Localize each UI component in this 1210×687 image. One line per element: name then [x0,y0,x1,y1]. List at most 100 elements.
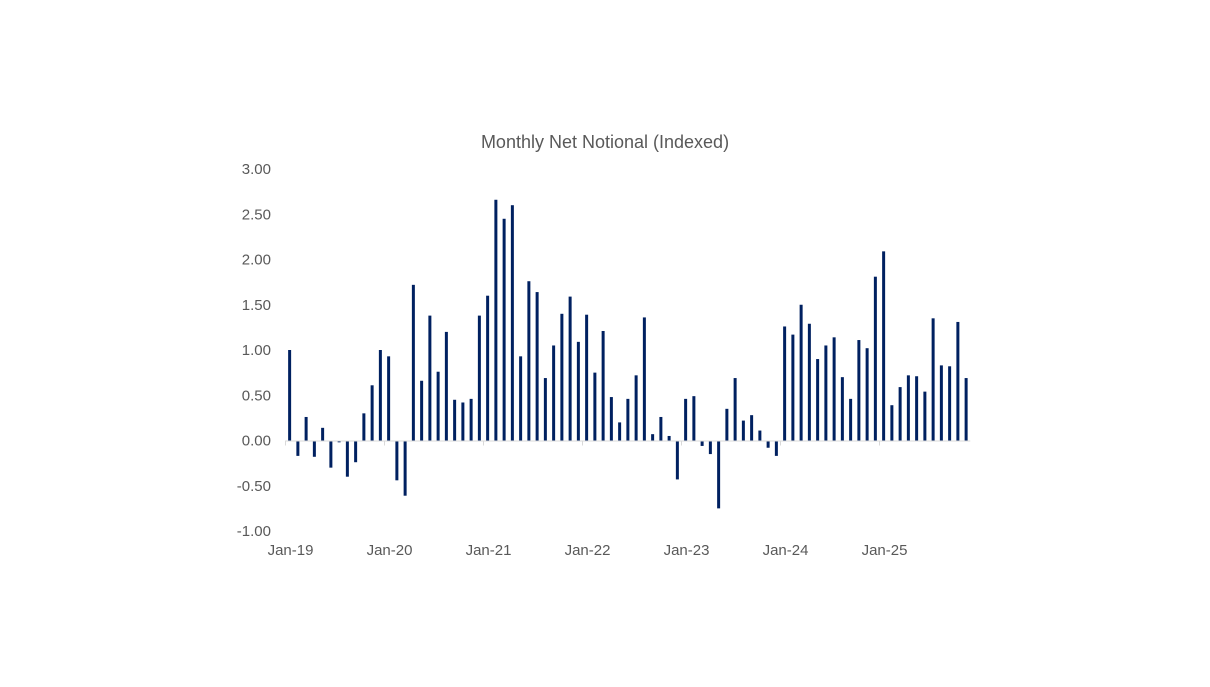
bar-Jun-24 [824,345,828,441]
bar-Oct-24 [857,340,861,441]
bar-May-19 [321,427,325,441]
bar-Mar-23 [700,440,704,446]
bar-Feb-25 [890,405,894,441]
bar-Jul-23 [733,378,737,441]
bar-Apr-20 [411,284,415,441]
bar-Mar-19 [304,416,308,441]
bar-Feb-20 [395,440,399,481]
x-tick-label: Jan-21 [466,542,512,559]
bar-Nov-23 [766,440,770,448]
bar-Jul-24 [832,337,836,441]
bar-May-20 [420,380,424,441]
bar-Feb-23 [692,396,696,441]
bar-Sep-22 [651,434,655,441]
bar-Sep-25 [948,366,952,441]
x-tick-label: Jan-22 [565,542,611,559]
bar-Sep-20 [453,399,457,441]
bar-Oct-23 [758,430,762,441]
bar-Feb-24 [791,334,795,441]
y-tick-label: 0.50 [242,387,271,404]
bar-Oct-25 [956,321,960,441]
bar-Apr-24 [807,323,811,441]
bar-Jun-22 [626,398,630,441]
bar-Aug-24 [840,377,844,441]
bar-May-22 [618,422,622,441]
bar-Mar-25 [898,387,902,441]
bars [288,199,968,509]
y-tick-label: -1.00 [237,523,271,540]
bar-Jun-23 [725,408,729,441]
bar-Sep-23 [750,415,754,441]
bar-Aug-25 [939,365,943,441]
y-tick-label: 1.50 [242,297,271,314]
bar-Jan-24 [783,326,787,441]
bar-Jun-20 [428,315,432,441]
bar-Jan-21 [486,295,490,441]
bar-Aug-22 [642,317,646,441]
bar-Jul-25 [931,318,935,441]
bar-Dec-24 [873,276,877,441]
bar-Aug-19 [345,440,349,477]
y-tick-label: -0.50 [237,478,271,495]
bar-Feb-21 [494,199,498,441]
bar-Dec-22 [675,440,679,480]
bar-Jun-21 [527,281,531,441]
bar-Mar-24 [799,304,803,441]
bar-Apr-21 [510,205,514,441]
y-tick-label: 2.50 [242,206,271,223]
y-tick-label: 0.00 [242,433,271,450]
bar-Feb-22 [593,372,597,441]
bar-Jan-23 [684,398,688,441]
bar-Apr-19 [312,440,316,457]
bar-Aug-23 [741,420,745,441]
x-tick-label: Jan-20 [367,542,413,559]
bar-Jun-19 [329,440,333,468]
chart-title: Monthly Net Notional (Indexed) [481,132,729,152]
bar-Dec-19 [378,350,382,441]
bar-Nov-22 [667,435,671,441]
bar-Jan-19 [288,350,292,441]
x-tick-label: Jan-24 [763,542,809,559]
bar-Dec-21 [576,341,580,441]
bar-Feb-19 [296,440,300,456]
bar-Mar-21 [502,218,506,441]
y-tick-label: 2.00 [242,252,271,269]
bar-Mar-22 [601,330,605,441]
bar-May-21 [519,356,523,441]
bar-Oct-21 [560,313,564,441]
bar-Jan-25 [882,251,886,441]
bar-Oct-20 [461,402,465,441]
bar-Sep-21 [552,345,556,441]
bar-Jun-25 [923,391,927,441]
bar-Nov-19 [370,385,374,441]
y-axis: 3.00 2.50 2.00 1.50 1.00 0.50 0.00 -0.50 -1.00 [237,161,271,540]
bar-Jul-20 [436,371,440,441]
bar-May-25 [915,376,919,441]
x-tick-label: Jan-23 [664,542,710,559]
bar-Aug-20 [444,331,448,441]
bar-Jan-20 [387,356,391,441]
bar-May-24 [816,359,820,441]
x-axis: Jan-19 Jan-20 Jan-21 Jan-22 Jan-23 Jan-24 Jan-… [268,440,908,559]
x-tick-label: Jan-25 [862,542,908,559]
bar-Oct-19 [362,413,366,441]
bar-Nov-21 [568,296,572,441]
x-tick-label: Jan-19 [268,542,314,559]
y-tick-label: 3.00 [242,161,271,178]
bar-Apr-23 [708,440,712,455]
bar-Nov-20 [469,398,473,441]
bar-Apr-22 [609,397,613,441]
bar-May-23 [717,440,721,509]
bar-Dec-23 [774,440,778,456]
bar-Nov-25 [964,378,968,441]
bar-Jul-21 [535,292,539,441]
bar-Jul-22 [634,375,638,441]
bar-Apr-25 [906,375,910,441]
y-tick-label: 1.00 [242,342,271,359]
bar-Jan-22 [585,314,589,441]
bar-Nov-24 [865,348,869,441]
bar-Aug-21 [543,378,547,441]
bar-Mar-20 [403,440,407,496]
bar-Dec-20 [477,315,481,441]
